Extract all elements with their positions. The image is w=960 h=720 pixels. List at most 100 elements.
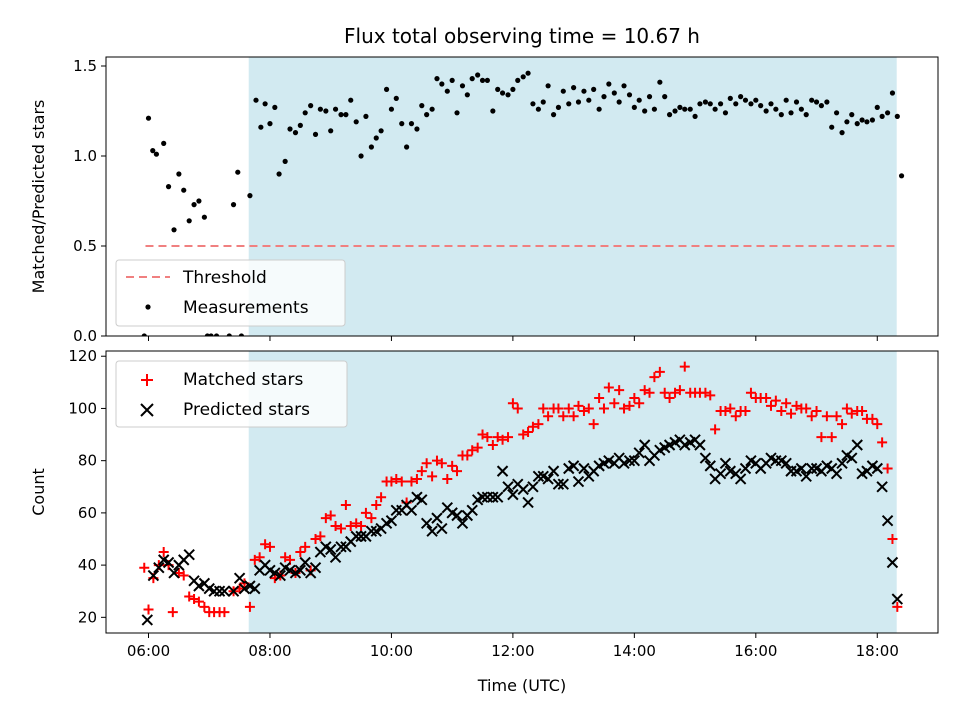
measurement-point <box>408 121 415 127</box>
y-axis-label: Count <box>29 468 48 516</box>
y-tick-label: 1.0 <box>73 147 97 165</box>
measurement-point <box>606 81 612 87</box>
measurement-point <box>869 117 876 123</box>
x-tick-label: 12:00 <box>491 642 534 660</box>
measurement-point <box>571 85 577 91</box>
matched-star-point <box>219 607 230 618</box>
measurement-point <box>235 169 241 175</box>
x-tick-label: 10:00 <box>370 642 413 660</box>
series-predicted-stars <box>141 434 904 626</box>
legend: Threshold Measurements <box>115 259 346 327</box>
matched-star-point <box>447 460 458 471</box>
matched-star-point <box>841 403 852 414</box>
matched-star-point <box>330 520 341 531</box>
matched-star-point <box>877 437 888 448</box>
predicted-star-point <box>227 585 240 597</box>
predicted-star-point <box>466 504 478 516</box>
predicted-star-point <box>350 530 362 543</box>
y-tick-label: 60 <box>78 504 97 522</box>
predicted-star-point <box>517 483 529 496</box>
matched-star-point <box>467 445 478 456</box>
predicted-star-point <box>805 462 818 475</box>
matched-star-point <box>740 406 751 417</box>
measurement-point <box>555 104 562 110</box>
measurement-point <box>651 106 657 112</box>
measurement-point <box>338 112 344 118</box>
matched-star-point <box>442 473 453 484</box>
y-tick-label: 100 <box>68 399 97 417</box>
y-tick-label: 1.5 <box>73 57 97 75</box>
x-tick-label: 16:00 <box>734 642 777 660</box>
matched-star-point <box>603 382 614 393</box>
measurement-point <box>141 333 147 336</box>
matched-star-point <box>563 403 574 414</box>
predicted-star-point <box>451 509 463 522</box>
predicted-star-point <box>507 488 519 501</box>
measurement-point <box>642 108 648 114</box>
matched-star-point <box>664 393 675 403</box>
y-tick-label: 40 <box>78 556 97 574</box>
measurement-point <box>702 99 709 105</box>
measurement-point <box>454 110 460 116</box>
measurement-point <box>692 113 698 119</box>
predicted-star-point <box>694 439 706 451</box>
predicted-star-point <box>522 496 534 509</box>
matched-star-point <box>143 604 154 615</box>
y-axis-label: Matched/Predicted stars <box>29 100 48 294</box>
matched-star-point <box>244 601 255 612</box>
predicted-star-point <box>780 457 792 469</box>
measurement-point <box>282 158 288 164</box>
predicted-star-point <box>405 504 418 516</box>
predicted-star-point <box>542 473 554 485</box>
legend: Matched stars Predicted stars <box>115 360 348 428</box>
predicted-star-point <box>141 614 154 626</box>
measurement-point <box>434 76 440 82</box>
measurement-point <box>272 104 278 110</box>
series-measurements <box>141 70 905 336</box>
matched-star-point <box>882 463 893 474</box>
predicted-star-point <box>502 481 514 493</box>
matched-star-point <box>193 596 204 607</box>
measurement-point <box>287 126 293 132</box>
measurement-point <box>844 119 850 125</box>
predicted-star-point <box>147 569 160 582</box>
measurement-point <box>393 95 399 101</box>
matched-star-point <box>598 403 609 414</box>
matched-star-point <box>786 408 797 419</box>
measurement-point <box>763 108 769 114</box>
predicted-star-point <box>324 543 337 556</box>
measurement-point <box>813 99 820 105</box>
matched-star-point <box>816 432 827 443</box>
measurement-point <box>388 106 395 112</box>
matched-star-point <box>340 500 351 511</box>
measurement-point <box>859 117 865 123</box>
matched-star-point <box>295 547 306 558</box>
measurement-point <box>150 148 156 154</box>
predicted-star-point <box>492 491 504 503</box>
matched-star-point <box>831 411 842 422</box>
measurement-point <box>596 106 602 112</box>
ratio-panel: 0.0 0.5 1.0 1.5 Matched/Predicted stars Thres… <box>29 56 939 345</box>
measurement-point <box>399 121 405 127</box>
predicted-star-point <box>162 556 175 569</box>
x-axis-label: Time (UTC) <box>477 676 566 695</box>
measurement-point <box>226 333 232 336</box>
predicted-star-point <box>476 491 489 503</box>
predicted-star-point <box>299 556 311 569</box>
measurement-point <box>510 86 516 92</box>
matched-star-point <box>872 419 883 430</box>
matched-star-point <box>887 534 898 544</box>
measurement-point <box>849 112 855 118</box>
matched-star-point <box>619 403 630 414</box>
y-tick-label: 20 <box>78 608 97 626</box>
matched-star-point <box>710 424 721 435</box>
measurement-point <box>889 90 896 96</box>
axes-frame <box>105 56 939 337</box>
predicted-star-point <box>426 525 438 537</box>
measurement-point <box>459 83 466 89</box>
measurement-point <box>657 79 663 85</box>
predicted-star-point <box>876 481 888 493</box>
matched-star-point <box>411 473 422 484</box>
measurement-point <box>525 70 531 76</box>
